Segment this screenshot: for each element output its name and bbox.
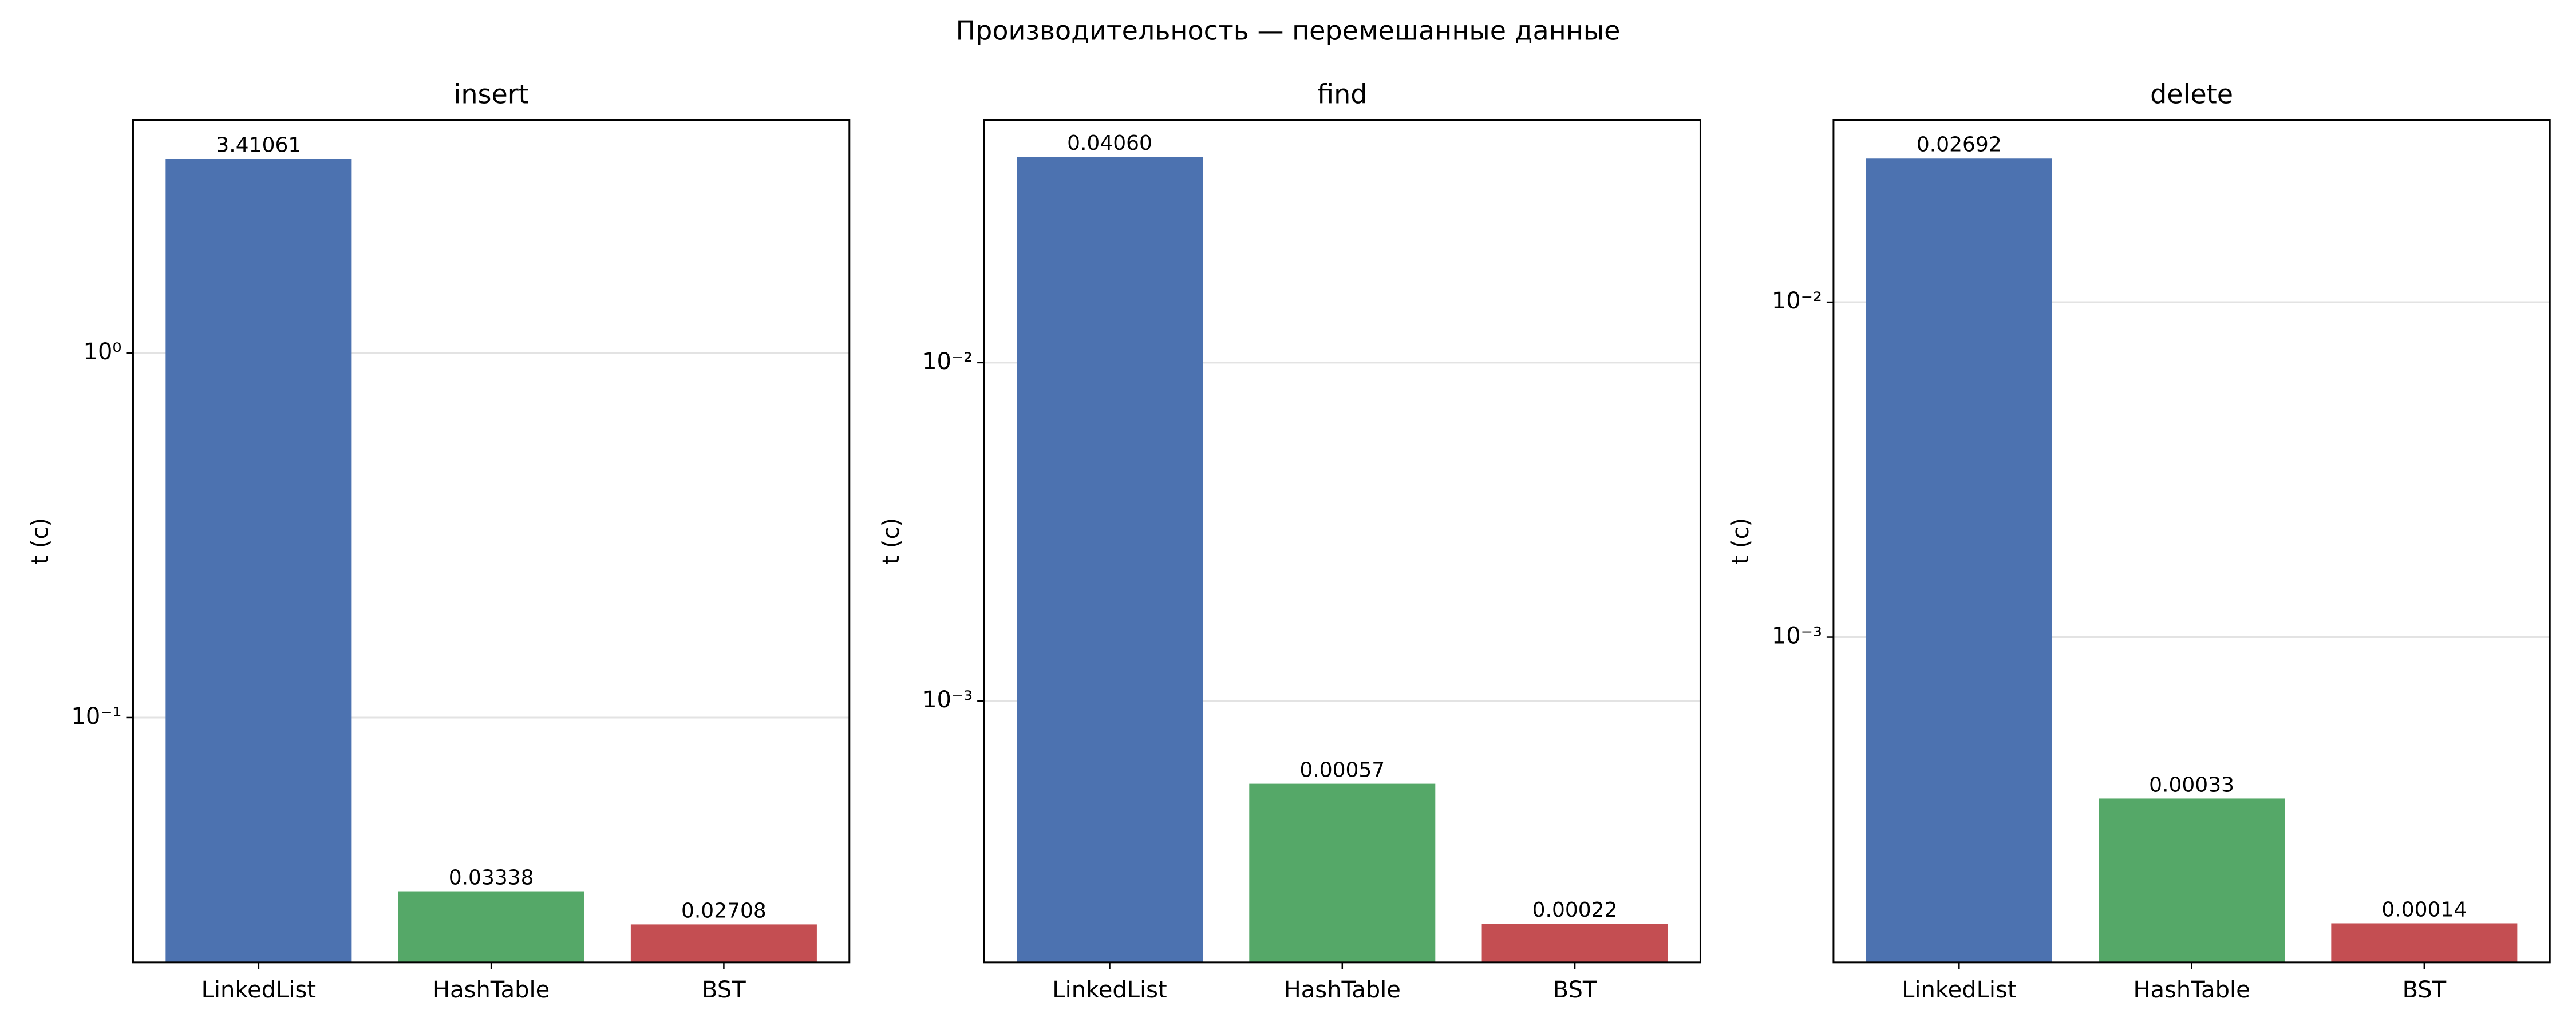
value-label: 3.41061 xyxy=(216,133,301,157)
axes-frame xyxy=(983,119,1701,964)
y-axis-label: t (с) xyxy=(1728,518,1754,565)
value-label: 0.04060 xyxy=(1067,132,1152,155)
bar xyxy=(2099,798,2285,962)
x-tick-label: HashTable xyxy=(1284,977,1401,1003)
bar xyxy=(630,924,817,962)
y-axis-label: t (с) xyxy=(27,518,53,565)
value-label: 0.00014 xyxy=(2381,898,2467,921)
value-label: 0.00033 xyxy=(2149,773,2234,797)
x-tick-label: BST xyxy=(702,977,746,1003)
y-tick-label: 10⁻³ xyxy=(922,687,973,713)
bar xyxy=(1249,783,1436,962)
x-tick-label: LinkedList xyxy=(202,977,316,1003)
y-tick-label: 10⁻² xyxy=(922,348,973,375)
y-tick-label: 10⁻¹ xyxy=(71,703,121,730)
bar xyxy=(1866,158,2052,962)
value-label: 0.03338 xyxy=(449,866,534,890)
axes-title: insert xyxy=(454,79,529,110)
value-label: 0.00022 xyxy=(1532,898,1618,922)
axes-frame xyxy=(1832,119,2551,964)
y-tick-label: 10⁻² xyxy=(1772,288,1822,314)
axes-title: find xyxy=(1317,79,1367,110)
x-tick-label: BST xyxy=(1553,977,1597,1003)
bar xyxy=(398,891,584,962)
x-tick-label: LinkedList xyxy=(1902,977,2016,1003)
bar xyxy=(2331,923,2518,962)
x-tick-label: HashTable xyxy=(2133,977,2250,1003)
value-label: 0.02708 xyxy=(681,899,767,922)
value-label: 0.02692 xyxy=(1917,133,2002,156)
bar xyxy=(1481,924,1668,962)
bar xyxy=(165,159,352,962)
axes-title: delete xyxy=(2150,79,2233,110)
x-tick-label: LinkedList xyxy=(1052,977,1167,1003)
x-tick-label: BST xyxy=(2403,977,2447,1003)
y-axis-label: t (с) xyxy=(878,518,904,565)
axes-frame xyxy=(132,119,851,964)
value-label: 0.00057 xyxy=(1299,759,1385,782)
figure-title: Производительность — перемешанные данные xyxy=(956,15,1621,46)
y-tick-label: 10⁻³ xyxy=(1772,623,1822,649)
x-tick-label: HashTable xyxy=(433,977,550,1003)
y-tick-label: 10⁰ xyxy=(84,339,122,365)
bar xyxy=(1017,157,1203,962)
